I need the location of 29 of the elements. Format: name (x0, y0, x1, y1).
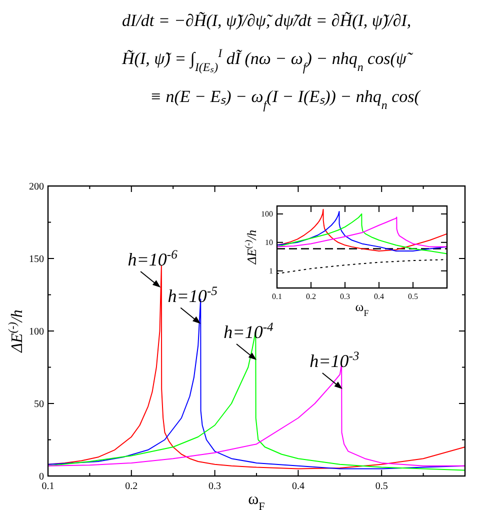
x-axis-title: ω$_{F}$ (355, 300, 369, 318)
y-tick-label: 50 (34, 399, 44, 410)
text: dI/dt = −∂H̃(I, ψ̃)/∂ψ̃, dψ̃/dt = ∂H̃(I, ψ̃)/∂I, (122, 11, 412, 30)
y-tick-label: 100 (261, 210, 273, 219)
text: H̃(I, ψ̃) = ∫$_{I(Eₛ)}$$^{I}$ dĨ (nω − ω$_{f}$) − nhq$_{n}$ cos(ψ̃ (121, 46, 414, 74)
line-series (48, 265, 466, 470)
annotation: h=10$^{-6}$ (128, 248, 178, 270)
x-tick-label: 0.3 (340, 292, 350, 301)
x-tick-label: 0.1 (42, 481, 54, 492)
x-tick-label: 0.4 (292, 481, 304, 492)
y-tick-label: 10 (265, 238, 273, 248)
y-tick-label: 100 (29, 326, 44, 338)
x-tick-label: 0.2 (306, 292, 316, 301)
x-tick-label: 0.4 (374, 292, 384, 301)
x-axis-title: ω$_{F}$ (248, 491, 265, 510)
text: ≡ n(E − Eₛ) − ω$_{f}$(I − I(Eₛ)) − nhq$_{n}$ cos( (150, 87, 422, 112)
x-tick-label: 0.2 (125, 481, 138, 492)
y-tick-label: 150 (29, 254, 44, 265)
annotation: h=10$^{-4}$ (224, 320, 274, 342)
line-series (276, 216, 448, 248)
x-tick-label: 0.5 (408, 292, 418, 301)
y-tick-label: 0 (39, 472, 44, 482)
annotation: h=10$^{-5}$ (168, 284, 218, 306)
y-tick-label: 200 (29, 182, 44, 192)
x-tick-label: 0.5 (375, 481, 388, 492)
annotation: h=10$^{-3}$ (310, 349, 360, 371)
y-tick-label: 1 (269, 266, 273, 276)
x-tick-label: 0.3 (208, 481, 222, 492)
x-tick-label: 0.1 (272, 292, 282, 301)
